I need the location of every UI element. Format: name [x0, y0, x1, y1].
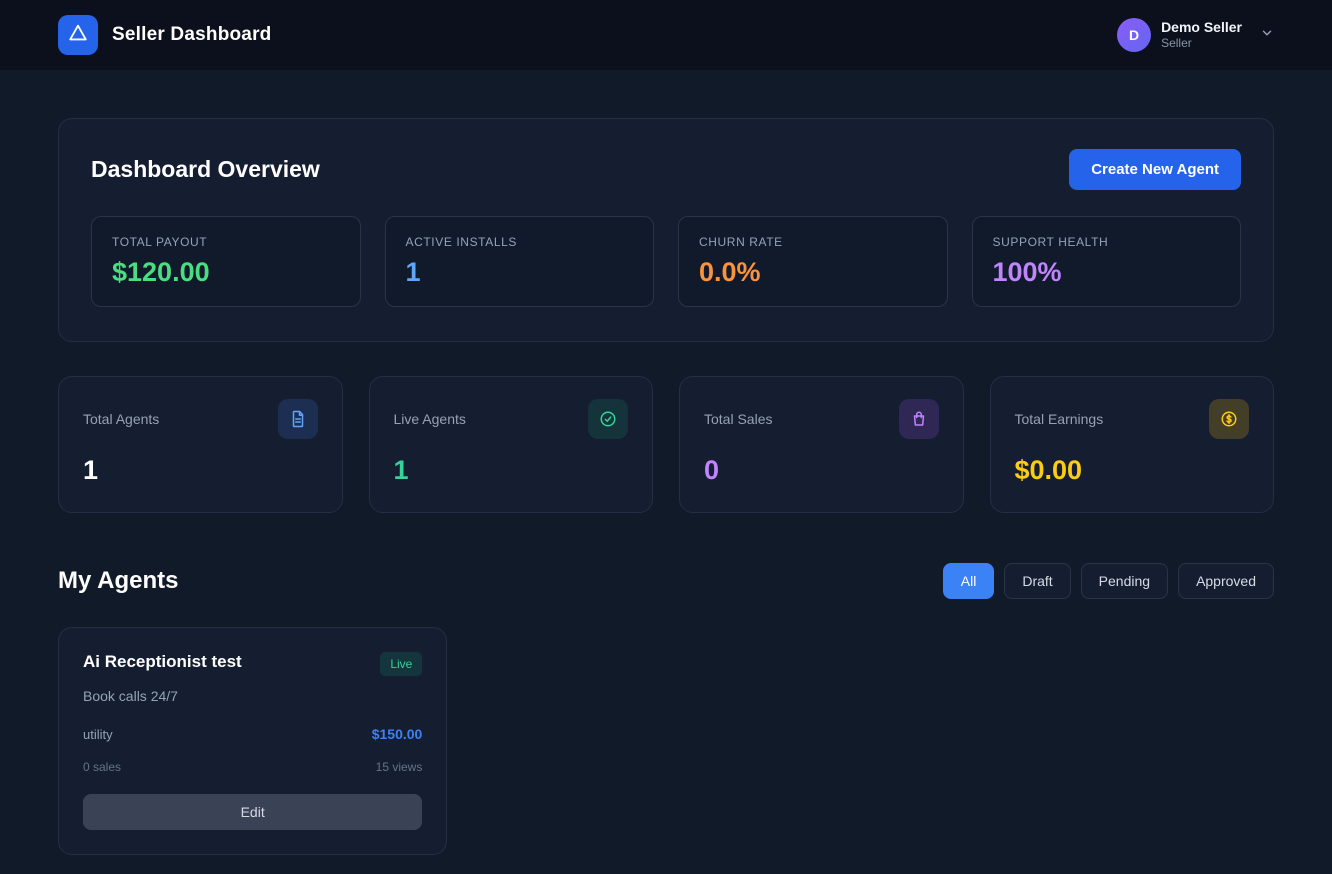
top-navbar: Seller Dashboard D Demo Seller Seller [0, 0, 1332, 70]
triangle-logo-icon [67, 22, 89, 49]
document-icon [277, 399, 318, 439]
my-agents-title: My Agents [58, 567, 179, 594]
agent-filters: All Draft Pending Approved [942, 563, 1274, 599]
metric-value: 0 [704, 455, 720, 485]
edit-agent-button[interactable]: Edit [83, 794, 423, 830]
avatar: D [1117, 18, 1152, 52]
metric-value: 1 [393, 455, 409, 485]
agent-views: 15 views [375, 760, 423, 774]
stat-label: CHURN RATE [699, 235, 783, 249]
metric-value: 1 [83, 455, 99, 485]
metric-label: Total Agents [83, 411, 160, 427]
metric-label: Total Earnings [1014, 411, 1104, 427]
stat-value: 0.0% [699, 257, 761, 287]
filter-approved[interactable]: Approved [1178, 563, 1274, 599]
shopping-bag-icon [898, 399, 939, 439]
stat-support-health: SUPPORT HEALTH 100% [971, 216, 1241, 307]
metric-total-agents: Total Agents 1 [58, 376, 343, 513]
overview-title: Dashboard Overview [91, 156, 320, 182]
stat-active-installs: ACTIVE INSTALLS 1 [384, 216, 654, 307]
stat-value: $120.00 [112, 257, 210, 287]
stat-label: SUPPORT HEALTH [992, 235, 1109, 249]
user-name: Demo Seller [1161, 18, 1242, 35]
agent-sales: 0 sales [83, 760, 122, 774]
stat-total-payout: TOTAL PAYOUT $120.00 [91, 216, 361, 307]
brand: Seller Dashboard [58, 15, 271, 55]
status-badge: Live [380, 652, 423, 676]
agent-description: Book calls 24/7 [83, 688, 178, 704]
stat-value: 100% [992, 257, 1062, 287]
stat-churn-rate: CHURN RATE 0.0% [678, 216, 948, 307]
dashboard-overview-card: Dashboard Overview Create New Agent TOTA… [58, 118, 1274, 342]
agent-price: $150.00 [371, 726, 423, 742]
metric-live-agents: Live Agents 1 [368, 376, 653, 513]
filter-draft[interactable]: Draft [1004, 563, 1071, 599]
dollar-circle-icon [1209, 399, 1249, 439]
stat-label: TOTAL PAYOUT [112, 235, 208, 249]
metric-total-earnings: Total Earnings $0.00 [989, 376, 1274, 513]
app-title: Seller Dashboard [112, 24, 272, 45]
chevron-down-icon[interactable] [1260, 26, 1274, 45]
metric-total-sales: Total Sales 0 [679, 376, 964, 513]
user-menu[interactable]: D Demo Seller Seller [1117, 18, 1274, 52]
metric-label: Total Sales [704, 411, 773, 427]
agent-card: Ai Receptionist test Live Book calls 24/… [58, 627, 448, 855]
metric-label: Live Agents [393, 411, 466, 427]
filter-pending[interactable]: Pending [1080, 563, 1169, 599]
agent-category: utility [83, 726, 113, 742]
create-new-agent-button[interactable]: Create New Agent [1069, 149, 1241, 190]
check-circle-icon [588, 399, 628, 439]
metric-value: $0.00 [1014, 455, 1083, 485]
agent-name: Ai Receptionist test [83, 652, 242, 671]
filter-all[interactable]: All [942, 563, 995, 599]
app-logo [58, 15, 98, 55]
stat-value: 1 [405, 257, 421, 287]
stat-label: ACTIVE INSTALLS [405, 235, 517, 249]
user-role: Seller [1161, 36, 1192, 51]
